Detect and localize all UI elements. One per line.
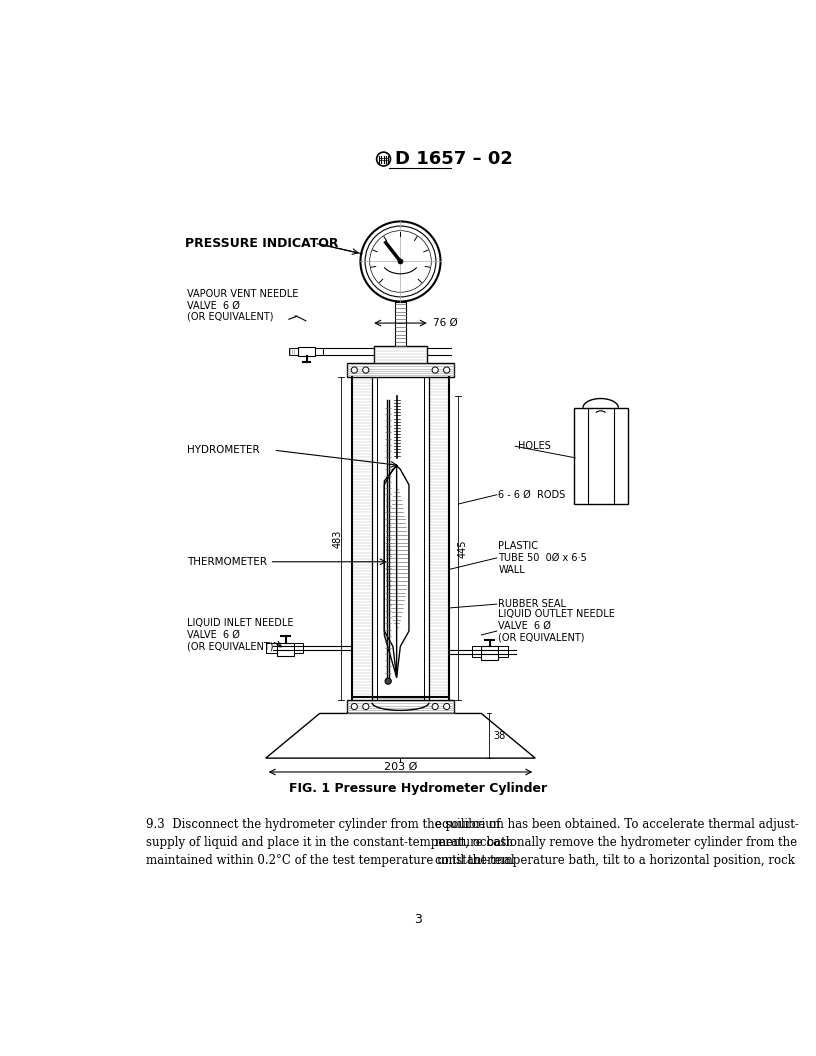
Text: LIQUID OUTLET NEEDLE
VALVE  6 Ø
(OR EQUIVALENT): LIQUID OUTLET NEEDLE VALVE 6 Ø (OR EQUIV… <box>499 609 615 642</box>
Circle shape <box>444 366 450 373</box>
Text: 76 Ø: 76 Ø <box>432 318 458 328</box>
Bar <box>395 302 406 348</box>
Circle shape <box>398 259 403 264</box>
Circle shape <box>351 366 357 373</box>
Bar <box>315 348 322 355</box>
Polygon shape <box>266 714 535 758</box>
Circle shape <box>385 678 391 684</box>
Circle shape <box>370 230 432 293</box>
Circle shape <box>363 703 369 710</box>
Text: PRESSURE INDICATOR: PRESSURE INDICATOR <box>185 238 339 250</box>
Circle shape <box>432 703 438 710</box>
Circle shape <box>361 222 441 302</box>
Bar <box>472 646 481 657</box>
Text: HYDROMETER: HYDROMETER <box>187 446 259 455</box>
Text: THERMOMETER: THERMOMETER <box>187 557 267 567</box>
Circle shape <box>365 226 436 297</box>
Bar <box>266 643 277 654</box>
Circle shape <box>432 366 438 373</box>
Bar <box>374 346 428 365</box>
Text: PLASTIC
TUBE 50  0Ø x 6·5
WALL: PLASTIC TUBE 50 0Ø x 6·5 WALL <box>499 542 587 574</box>
Bar <box>481 646 499 660</box>
Bar <box>499 646 508 657</box>
Text: LIQUID INLET NEEDLE
VALVE  6 Ø
(OR EQUIVALENT): LIQUID INLET NEEDLE VALVE 6 Ø (OR EQUIVA… <box>187 619 294 652</box>
Bar <box>298 347 315 356</box>
Circle shape <box>363 366 369 373</box>
Bar <box>347 363 455 377</box>
Text: 3: 3 <box>415 913 422 926</box>
Text: D 1657 – 02: D 1657 – 02 <box>395 150 513 168</box>
Text: 483: 483 <box>332 529 343 548</box>
Text: 445: 445 <box>457 539 467 558</box>
Circle shape <box>377 152 391 166</box>
Text: 203 Ø: 203 Ø <box>384 761 417 772</box>
Bar <box>289 348 298 355</box>
Bar <box>347 700 455 714</box>
Text: 38: 38 <box>493 731 505 741</box>
Circle shape <box>351 703 357 710</box>
Text: HOLES: HOLES <box>517 441 550 451</box>
Circle shape <box>444 703 450 710</box>
Text: equilibrium has been obtained. To accelerate thermal adjust-
ment, occasionally : equilibrium has been obtained. To accele… <box>435 818 799 867</box>
Bar <box>295 643 304 654</box>
Bar <box>574 408 628 504</box>
Text: FIG. 1 Pressure Hydrometer Cylinder: FIG. 1 Pressure Hydrometer Cylinder <box>289 782 548 795</box>
Text: RUBBER SEAL: RUBBER SEAL <box>499 599 566 609</box>
Text: 9.3  Disconnect the hydrometer cylinder from the source of
supply of liquid and : 9.3 Disconnect the hydrometer cylinder f… <box>145 818 514 867</box>
Text: 6 - 6 Ø  RODS: 6 - 6 Ø RODS <box>499 490 565 499</box>
Text: VAPOUR VENT NEEDLE
VALVE  6 Ø
(OR EQUIVALENT): VAPOUR VENT NEEDLE VALVE 6 Ø (OR EQUIVAL… <box>187 288 299 322</box>
Bar <box>277 643 295 656</box>
